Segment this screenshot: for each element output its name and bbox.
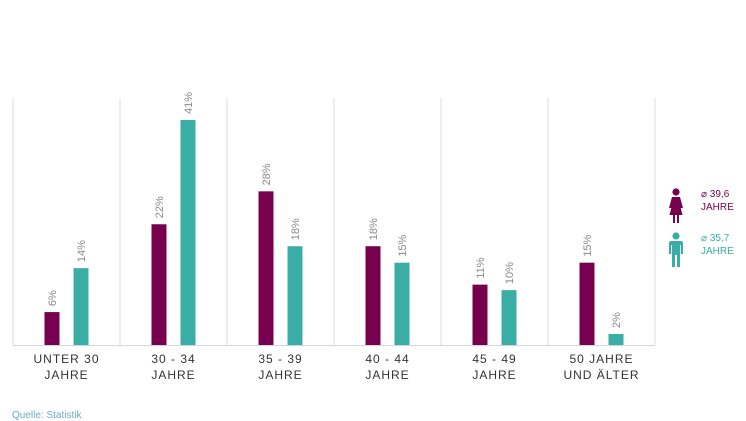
category-label-4-1: JAHRE [472,368,516,382]
legend-female-unit: JAHRE [701,202,734,213]
bar-chart: 6% 14% 22% 41% 28% 18% 18% 15% 11% 10% 15% 2% UNTER… [12,92,656,382]
category-label-3-0: 40 - 44 [365,352,409,366]
bar-male-0 [73,268,89,345]
category-label-1-0: 30 - 34 [151,352,195,366]
bar-male-4 [501,290,517,345]
value-label-female-3: 18% [368,218,380,240]
bar-female-2 [258,191,274,345]
bar-male-2 [287,246,303,345]
legend-male-text: ⌀ 35,7 JAHRE [701,232,734,258]
female-icon [669,188,683,223]
bar-female-3 [365,246,381,345]
source-note: Quelle: Statistik [12,410,82,421]
category-label-2-0: 35 - 39 [258,352,302,366]
value-label-female-0: 6% [47,290,59,306]
value-label-male-4: 10% [504,262,516,284]
value-label-male-0: 14% [76,240,88,262]
category-labels: UNTER 30 JAHRE 30 - 34 JAHRE 35 - 39 JAHRE 40 … [33,352,639,382]
legend-male-average: ⌀ 35,7 [701,233,730,244]
category-label-1-1: JAHRE [151,368,195,382]
category-label-2-1: JAHRE [258,368,302,382]
bar-male-1 [180,120,196,345]
legend-female-average: ⌀ 39,6 [701,189,730,200]
bar-female-4 [472,284,488,345]
bar-male-3 [394,262,410,345]
value-label-male-3: 15% [397,234,409,256]
value-label-female-1: 22% [154,196,166,218]
bar-male-5 [608,334,624,345]
legend-male: ⌀ 35,7 JAHRE [666,232,746,268]
category-label-5-1: UND ÄLTER [563,368,639,382]
category-label-0-1: JAHRE [44,368,88,382]
legend-female: ⌀ 39,6 JAHRE [666,188,746,224]
gridlines [12,98,656,346]
value-label-male-2: 18% [290,218,302,240]
bar-female-5 [579,262,595,345]
value-label-male-5: 2% [611,312,623,328]
male-icon [669,232,683,267]
legend-male-unit: JAHRE [701,246,734,257]
legend-female-text: ⌀ 39,6 JAHRE [701,188,734,214]
value-labels: 6% 14% 22% 41% 28% 18% 18% 15% 11% 10% 15% 2% [47,92,623,328]
bar-female-0 [44,312,60,345]
bar-female-1 [151,224,167,345]
value-label-male-1: 41% [183,92,195,114]
category-label-4-0: 45 - 49 [472,352,516,366]
category-label-5-0: 50 JAHRE [569,352,633,366]
value-label-female-4: 11% [475,257,487,278]
value-label-female-5: 15% [582,234,594,256]
value-label-female-2: 28% [261,163,273,185]
category-label-3-1: JAHRE [365,368,409,382]
category-label-0-0: UNTER 30 [33,352,99,366]
bars [44,120,624,345]
